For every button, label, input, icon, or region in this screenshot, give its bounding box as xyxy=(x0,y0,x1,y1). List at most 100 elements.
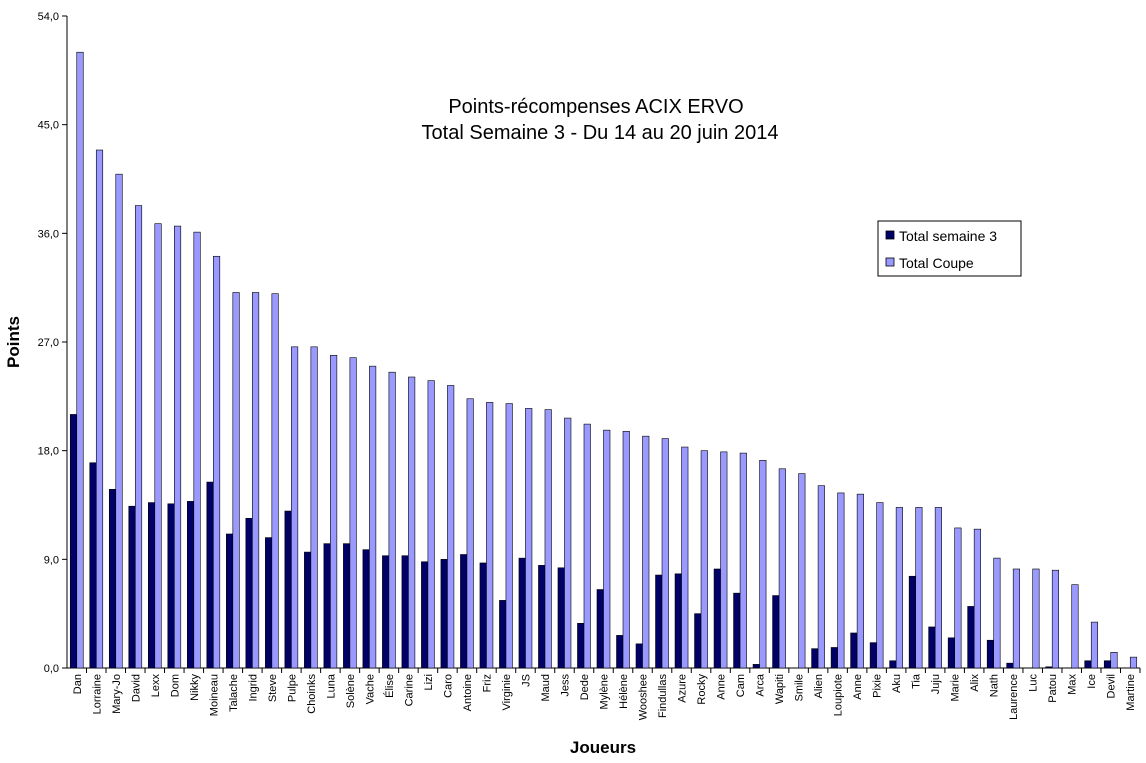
x-tick-label: Hélène xyxy=(618,674,630,709)
x-tick-label: Lorraine xyxy=(91,674,103,714)
x-tick-label: Moineau xyxy=(208,674,220,716)
bar-total-semaine-15 xyxy=(362,549,370,669)
bar-total-coupe-14 xyxy=(349,357,357,669)
bar-total-semaine-42 xyxy=(889,660,897,669)
bar-total-semaine-35 xyxy=(752,664,760,669)
x-tick-label: Max xyxy=(1067,674,1079,695)
x-tick-label: Wapiti xyxy=(774,674,786,704)
x-tick-label: Lizi xyxy=(423,674,435,691)
x-tick-label: Anne xyxy=(716,674,728,700)
bar-total-coupe-53 xyxy=(1110,652,1118,669)
x-tick-label: Ingrid xyxy=(247,674,259,702)
x-tick-label: Élise xyxy=(383,674,396,698)
bar-total-coupe-7 xyxy=(213,255,221,669)
legend: Total semaine 3 Total Coupe xyxy=(877,220,1022,277)
chart-subtitle: Total Semaine 3 - Du 14 au 20 juin 2014 xyxy=(422,122,779,144)
bar-total-semaine-11 xyxy=(284,510,292,669)
y-tick-label: 9,0 xyxy=(44,554,59,566)
bar-total-coupe-24 xyxy=(544,409,552,669)
bar-total-semaine-38 xyxy=(811,648,819,669)
bar-total-coupe-2 xyxy=(115,173,123,669)
x-axis-title: Joueurs xyxy=(570,738,636,757)
bar-total-coupe-54 xyxy=(1129,656,1138,669)
bar-total-coupe-48 xyxy=(1012,568,1020,669)
y-tick-label: 54,0 xyxy=(38,11,59,23)
x-tick-label: Laurence xyxy=(1008,674,1020,720)
legend-box xyxy=(877,220,1022,277)
x-tick-label: Antoine xyxy=(462,674,474,711)
bar-total-coupe-32 xyxy=(700,450,708,669)
y-tick-labels: 0,0 9,0 18,0 27,0 36,0 45,0 54,0 xyxy=(38,11,59,675)
bar-total-coupe-31 xyxy=(681,446,689,669)
bar-total-semaine-12 xyxy=(304,551,312,669)
bar-total-semaine-30 xyxy=(655,574,663,669)
bar-total-coupe-5 xyxy=(174,225,182,669)
x-tick-label: Lexx xyxy=(150,674,162,698)
bar-total-semaine-52 xyxy=(1084,660,1092,669)
x-tick-label: Nikky xyxy=(189,674,201,701)
x-tick-label: Pixie xyxy=(872,674,884,698)
bar-total-semaine-6 xyxy=(187,501,195,669)
bar-total-coupe-43 xyxy=(915,507,923,669)
bar-total-semaine-20 xyxy=(460,554,468,669)
bars xyxy=(69,51,1138,669)
bar-total-semaine-53 xyxy=(1103,660,1112,669)
x-tick-label: Juju xyxy=(930,674,942,694)
x-tick-label: Cam xyxy=(735,674,747,697)
x-tick-label: Maud xyxy=(540,674,552,702)
bar-total-semaine-44 xyxy=(928,626,936,669)
bar-total-semaine-39 xyxy=(830,647,838,669)
x-tick-label: Mary-Jo xyxy=(111,674,123,714)
legend-swatch-total-coupe xyxy=(885,257,895,267)
bar-total-semaine-27 xyxy=(596,589,604,669)
bar-total-semaine-10 xyxy=(265,537,273,669)
bar-total-semaine-41 xyxy=(869,642,877,669)
bar-total-semaine-28 xyxy=(616,635,624,669)
x-tick-label: Luna xyxy=(325,673,337,698)
x-tick-label: Mylène xyxy=(599,674,611,709)
bar-total-semaine-24 xyxy=(538,565,546,669)
bar-total-semaine-33 xyxy=(713,568,721,669)
bar-total-coupe-38 xyxy=(817,485,825,669)
x-tick-label: Vache xyxy=(364,674,376,704)
bar-total-coupe-35 xyxy=(759,460,767,669)
legend-label-total-semaine: Total semaine 3 xyxy=(899,228,997,244)
bar-total-coupe-10 xyxy=(271,293,279,669)
bar-total-coupe-26 xyxy=(583,423,591,669)
x-tick-label: Martine xyxy=(1125,674,1137,711)
x-tick-label: Devil xyxy=(1106,674,1118,698)
bar-total-coupe-46 xyxy=(973,528,981,669)
bar-total-coupe-4 xyxy=(154,223,162,669)
y-tick-label: 18,0 xyxy=(38,446,59,458)
bar-total-semaine-22 xyxy=(499,600,507,669)
bar-total-coupe-3 xyxy=(134,205,143,669)
x-tick-label: Wooshee xyxy=(638,674,650,720)
bar-total-semaine-32 xyxy=(694,613,702,669)
bar-total-coupe-27 xyxy=(603,429,611,669)
x-tick-label: Dede xyxy=(579,674,591,700)
bar-total-semaine-17 xyxy=(401,555,409,669)
bar-total-coupe-28 xyxy=(622,431,630,669)
bar-total-coupe-23 xyxy=(525,408,533,669)
bar-total-semaine-21 xyxy=(479,562,487,669)
bar-total-coupe-30 xyxy=(661,438,669,669)
bar-total-coupe-44 xyxy=(934,507,942,669)
bar-total-semaine-1 xyxy=(89,462,97,669)
bar-total-coupe-52 xyxy=(1090,621,1099,669)
x-tick-label: Dom xyxy=(169,674,181,697)
bar-total-semaine-45 xyxy=(947,637,955,669)
x-tick-label: David xyxy=(130,674,142,702)
bar-total-coupe-25 xyxy=(564,417,572,669)
bar-total-coupe-51 xyxy=(1071,584,1079,669)
x-tick-label: Arca xyxy=(755,673,767,697)
x-tick-label: Virginie xyxy=(501,674,513,711)
x-tick-label: Rocky xyxy=(696,674,708,705)
x-tick-label: Alix xyxy=(969,674,981,692)
x-tick-label: Jess xyxy=(559,674,571,697)
bar-total-coupe-34 xyxy=(739,452,747,669)
x-tick-labels: Dan Lorraine Mary-Jo David Lexx Dom Nikky Moine… xyxy=(72,673,1137,720)
bar-total-coupe-19 xyxy=(447,385,455,669)
chart-title: Points-récompenses ACIX ERVO xyxy=(448,96,743,118)
y-tick-label: 0,0 xyxy=(44,663,59,675)
